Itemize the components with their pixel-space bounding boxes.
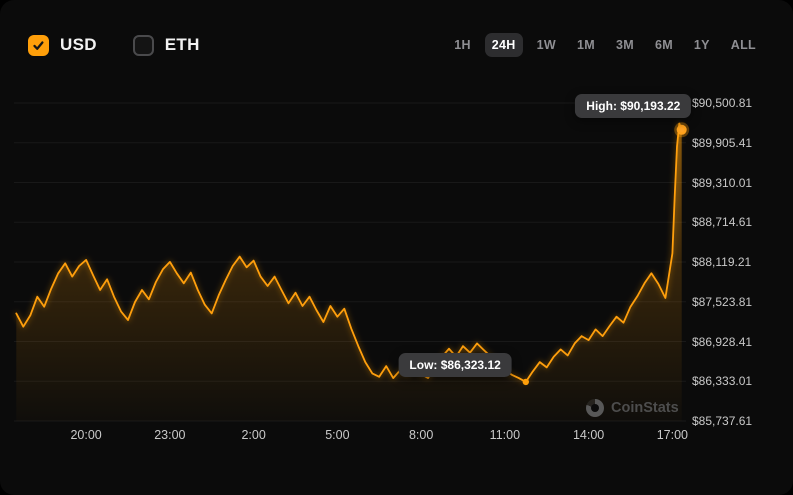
last-point-dot xyxy=(674,122,690,138)
range-button-1y[interactable]: 1Y xyxy=(687,33,717,57)
eth-label: ETH xyxy=(164,35,200,54)
y-axis-label: $89,310.01 xyxy=(692,175,753,190)
y-axis-label: $89,905.41 xyxy=(692,135,753,150)
y-axis-label: $87,523.81 xyxy=(692,294,753,309)
y-axis-label: $88,119.21 xyxy=(692,255,752,269)
eth-toggle[interactable]: ETH xyxy=(132,34,200,56)
range-selector: 1H 24H 1W 1M 3M 6M 1Y ALL xyxy=(447,33,763,57)
range-button-all[interactable]: ALL xyxy=(724,33,763,57)
range-button-24h[interactable]: 24H xyxy=(484,33,523,57)
low-point-dot xyxy=(522,378,529,386)
y-axis-label: $88,714.61 xyxy=(692,215,753,230)
x-axis-label: 8:00 xyxy=(408,428,434,442)
usd-checkbox-icon[interactable] xyxy=(28,34,49,56)
usd-label: USD xyxy=(60,35,97,54)
coinstats-logo-icon xyxy=(586,399,604,417)
x-axis-label: 11:00 xyxy=(489,428,521,442)
x-axis-label: 5:00 xyxy=(325,428,350,442)
range-button-6m[interactable]: 6M xyxy=(648,33,680,57)
low-tooltip: Low: $86,323.12 xyxy=(398,352,512,377)
y-axis-label: $86,928.41 xyxy=(692,334,753,349)
range-button-1h[interactable]: 1H xyxy=(447,33,478,57)
x-axis-label: 23:00 xyxy=(154,428,186,442)
high-tooltip: High: $90,193.22 xyxy=(575,93,692,118)
eth-checkbox-icon[interactable] xyxy=(132,34,154,56)
watermark: CoinStats xyxy=(586,399,679,417)
range-button-3m[interactable]: 3M xyxy=(609,33,641,57)
price-line xyxy=(15,122,683,383)
currency-toggles: USD ETH xyxy=(28,34,200,56)
x-axis-label: 14:00 xyxy=(572,428,605,442)
y-axis-label: $86,333.01 xyxy=(692,374,753,389)
usd-toggle[interactable]: USD xyxy=(28,34,97,56)
price-area xyxy=(16,123,682,421)
y-axis-label: $90,500.81 xyxy=(692,96,753,110)
check-icon xyxy=(33,40,44,50)
chart-header: USD ETH 1H 24H 1W 1M 3M 6M 1Y ALL xyxy=(0,0,793,70)
range-button-1w[interactable]: 1W xyxy=(530,33,563,57)
y-axis-label: $85,737.61 xyxy=(692,414,753,428)
x-axis-label: 20:00 xyxy=(70,428,102,442)
x-axis-label: 17:00 xyxy=(656,428,688,442)
range-button-1m[interactable]: 1M xyxy=(570,33,602,57)
x-axis-label: 2:00 xyxy=(241,428,266,442)
watermark-text: CoinStats xyxy=(611,400,679,416)
